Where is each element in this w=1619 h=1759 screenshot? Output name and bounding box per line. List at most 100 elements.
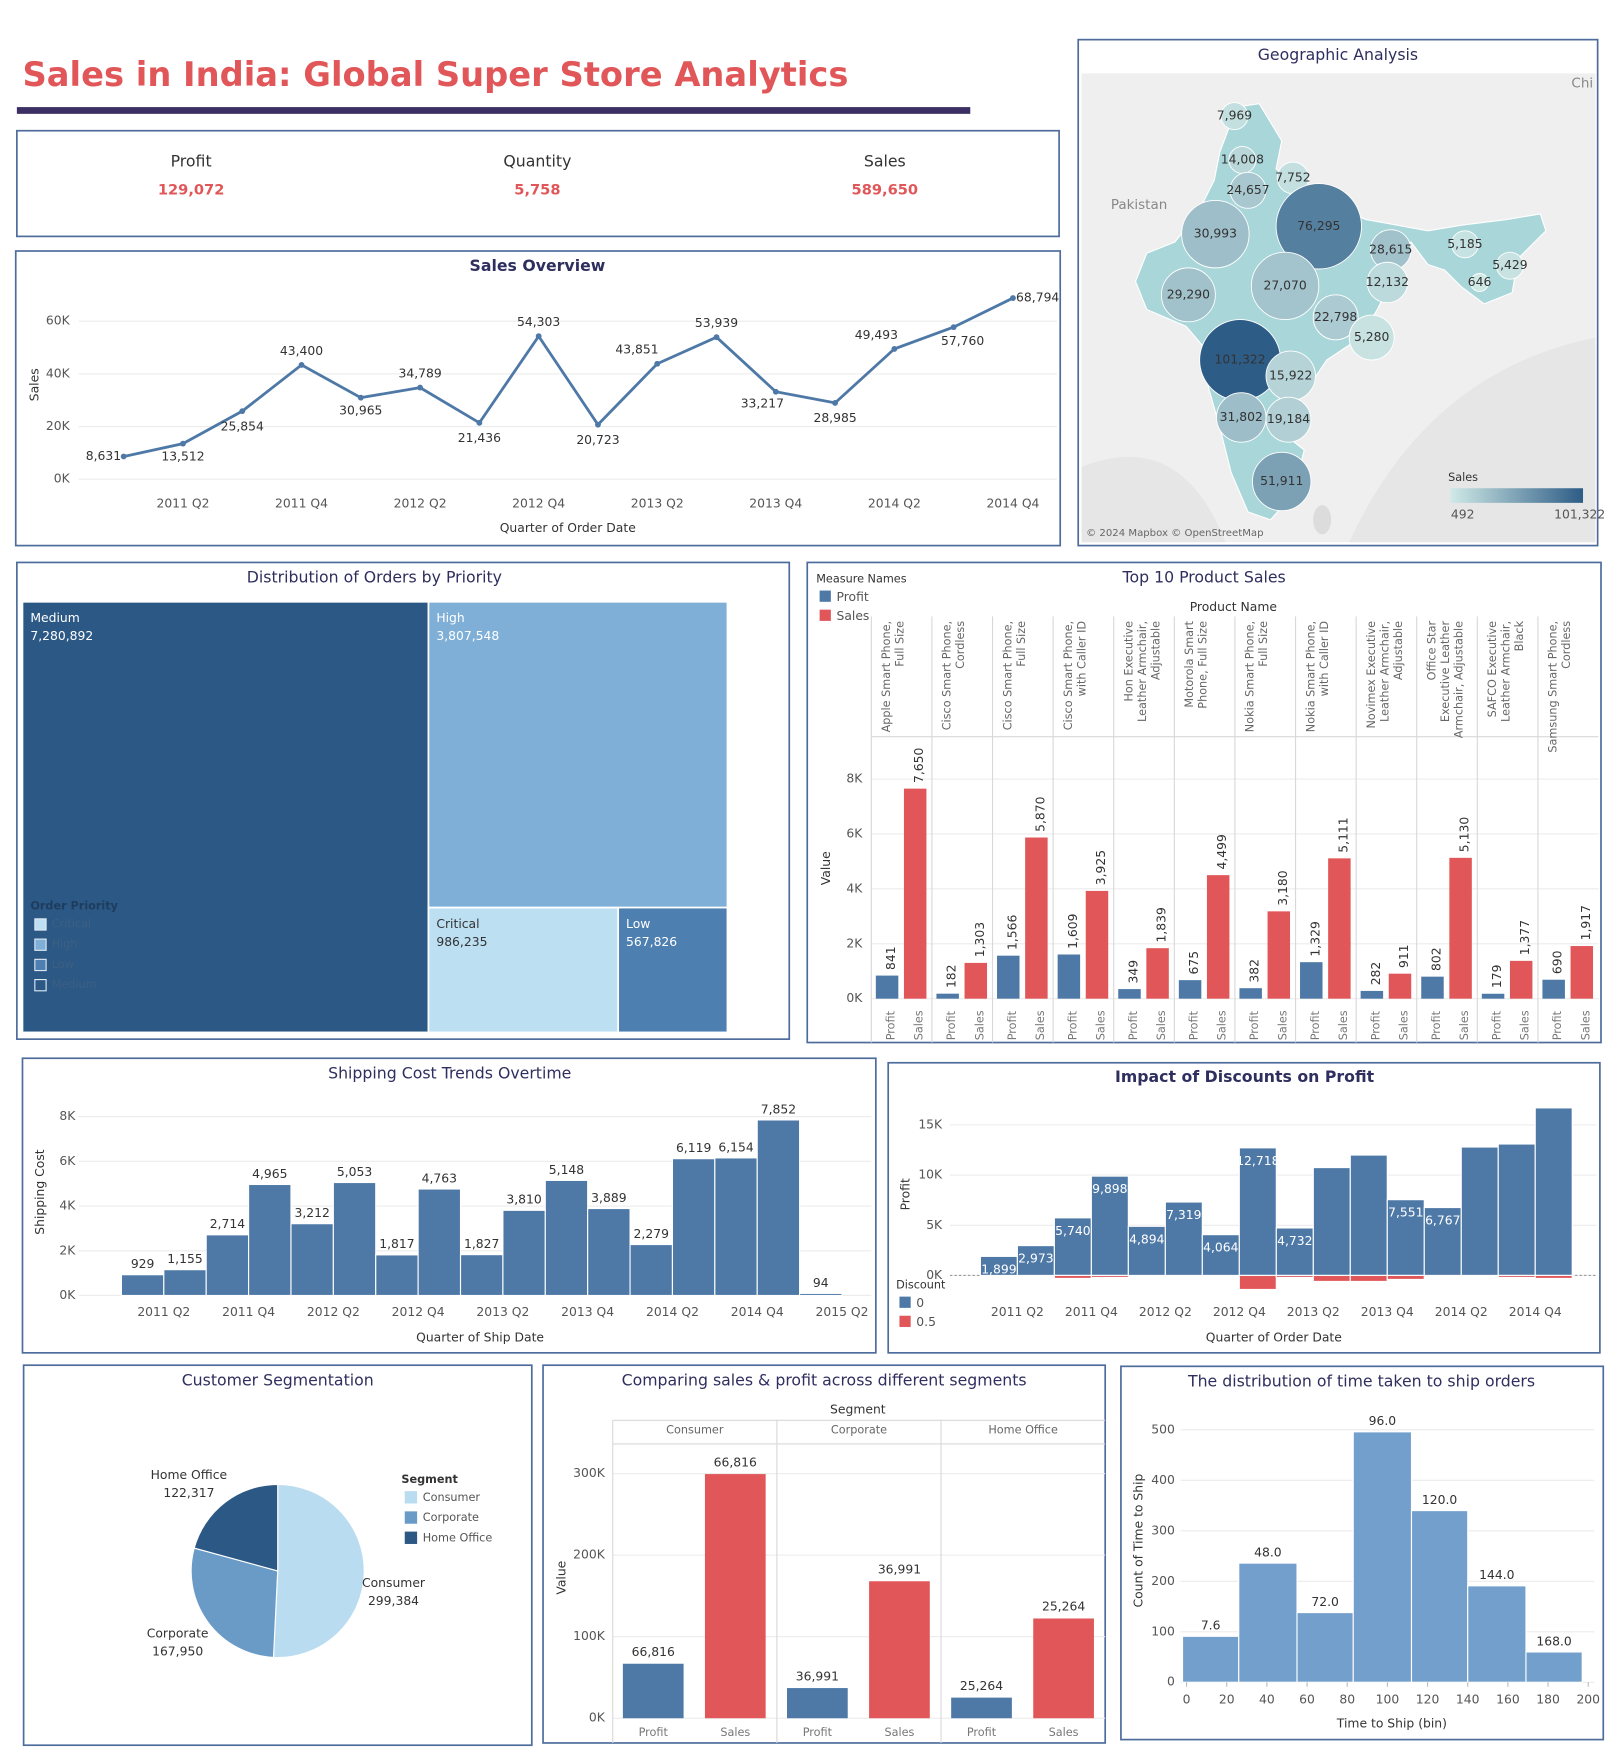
histogram-bar (1296, 1612, 1354, 1683)
bar (1057, 954, 1081, 999)
bar (1509, 960, 1533, 999)
x-tick-label: 2011 Q2 (156, 496, 209, 510)
bar (1349, 1274, 1388, 1283)
y-tick-label: 8K (59, 1109, 76, 1123)
point (535, 333, 542, 340)
bin-label: 48.0 (1254, 1545, 1282, 1559)
data-label: 1,155 (167, 1252, 202, 1266)
column-header: Samsung Smart Phone,Cordless (1547, 621, 1573, 753)
data-label: 4,732 (1277, 1234, 1312, 1248)
kpi-value: 5,758 (514, 181, 560, 198)
data-label: 1,377 (1518, 920, 1532, 955)
data-label: 36,991 (878, 1563, 921, 1577)
y-tick-label: 100 (1151, 1624, 1175, 1638)
series-label: Profit (1309, 1010, 1322, 1040)
data-label: 3,212 (294, 1206, 329, 1220)
state-region (1275, 183, 1362, 270)
y-tick-label: 0K (589, 1711, 606, 1725)
x-tick-label: 2014 Q4 (986, 496, 1039, 510)
state-label: 7,969 (1217, 109, 1252, 123)
chart-title: Geographic Analysis (1258, 45, 1418, 64)
data-label: 20,723 (576, 433, 619, 447)
y-axis-title: Value (819, 851, 833, 885)
bar (1542, 979, 1565, 999)
series-label: Profit (1491, 1010, 1504, 1040)
histogram-bar (1467, 1585, 1527, 1683)
data-label: 25,264 (1042, 1600, 1085, 1614)
data-label: 94 (813, 1276, 829, 1290)
data-label: 49,493 (855, 328, 898, 342)
x-tick-label: 2013 Q4 (1361, 1305, 1414, 1319)
point (654, 360, 661, 367)
data-label: 5,740 (1055, 1224, 1091, 1238)
y-tick-label: 0K (54, 472, 71, 486)
data-label: 5,111 (1336, 817, 1350, 852)
x-tick-label: 2012 Q4 (392, 1305, 445, 1319)
label-line: Armchair, Adjustable (1452, 621, 1465, 738)
state-label: 27,070 (1263, 278, 1306, 292)
x-axis-title: Quarter of Order Date (1206, 1331, 1342, 1345)
label-line: Leather Armchair, (1500, 621, 1513, 722)
series-label: Sales (1094, 1010, 1107, 1040)
chart-title: Shipping Cost Trends Overtime (328, 1064, 571, 1083)
column-header: Corporate (831, 1423, 887, 1436)
x-tick-label: 2014 Q4 (1509, 1305, 1562, 1319)
label-line: SAFCO Executive (1486, 621, 1499, 718)
x-tick-label: 2011 Q2 (991, 1305, 1044, 1319)
column-header: Consumer (666, 1423, 724, 1436)
state-label: 24,657 (1226, 183, 1269, 197)
bar (1300, 962, 1323, 999)
data-label: 382 (1248, 959, 1262, 983)
data-label: 25,854 (221, 419, 264, 433)
state-label: 101,322 (1215, 353, 1266, 367)
series-label: Sales (1337, 1010, 1350, 1040)
legend-label: Low (52, 958, 74, 971)
label-line: Phone, Full Size (1197, 621, 1210, 709)
label-line: Hon Executive (1122, 621, 1135, 702)
state-region (1451, 230, 1479, 259)
legend-swatch (34, 938, 47, 951)
data-label: 66,816 (632, 1645, 675, 1659)
legend-label: Corporate (423, 1511, 479, 1524)
y-tick-label: 8K (846, 772, 863, 786)
label-line: Full Size (1015, 621, 1028, 667)
bar (799, 1292, 843, 1297)
data-label: 68,794 (1016, 291, 1059, 305)
y-tick-label: 200K (573, 1548, 606, 1562)
legend-label: Home Office (423, 1531, 493, 1544)
data-label: 282 (1369, 962, 1383, 986)
x-tick-label: 80 (1339, 1693, 1355, 1707)
data-label: 3,810 (506, 1193, 542, 1207)
state-region (1252, 451, 1312, 512)
data-label: 690 (1551, 950, 1565, 974)
legend-swatch (34, 918, 47, 931)
bin-label: 120.0 (1422, 1493, 1458, 1507)
x-tick-label: 2013 Q4 (561, 1305, 614, 1319)
label-line: Adjustable (1149, 621, 1162, 680)
legend-label: High (52, 938, 78, 951)
chart-title: Impact of Discounts on Profit (1115, 1067, 1375, 1086)
label-line: Full Size (1257, 621, 1270, 667)
bar (997, 955, 1020, 999)
bar (120, 1274, 165, 1297)
bar (1127, 1225, 1166, 1276)
bar (502, 1209, 546, 1297)
series-label: Profit (1551, 1010, 1564, 1040)
sri-lanka (1313, 505, 1332, 535)
y-tick-label: 0 (1167, 1675, 1175, 1689)
y-tick-label: 400 (1151, 1473, 1175, 1487)
point (180, 440, 186, 447)
state-label: 646 (1468, 275, 1492, 289)
state-region (1181, 199, 1250, 269)
data-label: 1,609 (1066, 913, 1080, 948)
y-tick-label: 20K (46, 419, 71, 433)
bar (787, 1688, 848, 1719)
kpi-value: 129,072 (158, 181, 225, 198)
bin-label: 144.0 (1479, 1568, 1515, 1582)
series-label: Sales (1397, 1010, 1410, 1040)
label-line: with Caller ID (1318, 621, 1331, 696)
legend-swatch (899, 1315, 911, 1327)
slice-label: Consumer (362, 1576, 426, 1590)
column-header: Cisco Smart Phone,with Caller ID (1062, 621, 1088, 730)
column-header: Nokia Smart Phone,with Caller ID (1304, 621, 1330, 732)
